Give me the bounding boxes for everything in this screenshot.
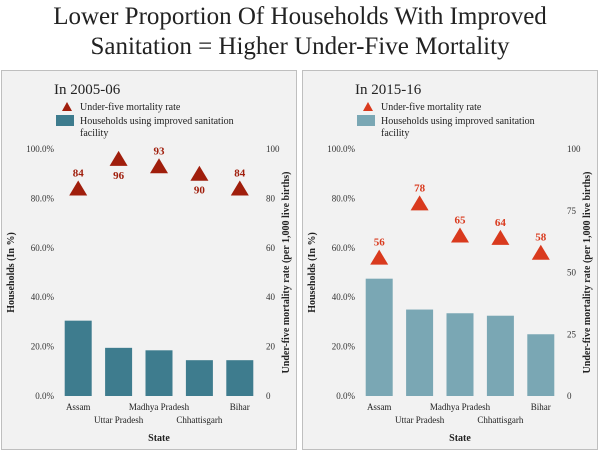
data-label-mortality: 65 — [455, 214, 467, 226]
bar-households — [446, 313, 474, 396]
y-left-tick-label: 40.0% — [332, 292, 356, 302]
legend-label-line-2: facility — [80, 128, 108, 139]
y-right-tick-label: 0 — [567, 391, 572, 401]
legend-label-mortality: Under-five mortality rate — [381, 102, 482, 113]
panel-2015-16: In 2015-16 Under-five mortality rate House… — [302, 70, 598, 450]
y-right-tick-label: 20 — [266, 342, 276, 352]
bar-households — [185, 360, 213, 396]
x-category-label: Uttar Pradesh — [94, 415, 144, 425]
y-left-tick-label: 0.0% — [35, 391, 54, 401]
legend-label-line-2: facility — [381, 128, 409, 139]
y-left-tick-label: 20.0% — [332, 342, 356, 352]
marker-mortality — [451, 227, 469, 243]
y-left-tick-label: 60.0% — [31, 243, 55, 253]
y-left-tick-label: 20.0% — [31, 342, 55, 352]
y-left-tick-label: 100.0% — [26, 144, 54, 154]
marker-mortality — [69, 180, 88, 196]
chart-title-line-1: Lower Proportion Of Households With Impr… — [53, 3, 547, 30]
x-category-label: Assam — [66, 402, 91, 412]
x-category-label: Chhattisgarh — [176, 415, 222, 425]
data-label-mortality: 84 — [234, 168, 246, 180]
legend-label-line-1: Households using improved sanitation — [80, 116, 234, 127]
marker-mortality — [491, 229, 510, 245]
y-right-tick-label: 80 — [266, 193, 276, 203]
bar-households — [365, 278, 393, 396]
marker-mortality — [109, 150, 128, 166]
x-axis-label: State — [148, 433, 170, 444]
marker-mortality — [531, 244, 550, 260]
bar-households — [406, 309, 434, 396]
y-right-tick-label: 40 — [266, 292, 276, 302]
data-label-mortality: 93 — [154, 145, 166, 157]
marker-mortality — [410, 195, 429, 211]
bar-households — [527, 334, 555, 396]
panel-2005-06: In 2005-06 Under-five mortality rate House… — [1, 70, 297, 450]
chart-2015-16: In 2015-16 Under-five mortality rate House… — [307, 82, 593, 444]
panel-title: In 2015-16 — [355, 82, 422, 98]
marker-mortality — [370, 249, 389, 265]
chart-title: Lower Proportion Of Households With Impr… — [0, 2, 600, 62]
marker-mortality — [150, 158, 168, 174]
x-category-label: Bihar — [230, 402, 250, 412]
legend-marker-triangle — [363, 102, 373, 111]
y-left-tick-label: 100.0% — [327, 144, 355, 154]
y-left-tick-label: 40.0% — [31, 292, 55, 302]
x-category-label: Assam — [367, 402, 392, 412]
x-category-label: Madhya Pradesh — [430, 402, 491, 412]
y-left-tick-label: 0.0% — [336, 391, 355, 401]
panel-title: In 2005-06 — [54, 82, 121, 98]
marker-mortality — [230, 180, 249, 196]
legend-swatch-households — [56, 115, 74, 126]
y-right-tick-label: 0 — [266, 391, 271, 401]
y-right-tick-label: 75 — [567, 206, 577, 216]
bar-households — [486, 315, 514, 396]
x-category-label: Uttar Pradesh — [395, 415, 445, 425]
bar-households — [64, 320, 92, 396]
bar-households — [226, 360, 254, 396]
y-right-tick-label: 100 — [266, 144, 280, 154]
y-left-tick-label: 80.0% — [31, 193, 55, 203]
legend-swatch-households — [357, 115, 375, 126]
x-category-label: Madhya Pradesh — [129, 402, 190, 412]
y-right-tick-label: 100 — [567, 144, 581, 154]
legend-label-mortality: Under-five mortality rate — [80, 102, 181, 113]
bar-households — [145, 350, 173, 396]
data-label-mortality: 58 — [535, 232, 547, 244]
y-left-tick-label: 80.0% — [332, 193, 356, 203]
data-label-mortality: 56 — [374, 237, 386, 249]
marker-mortality — [190, 165, 209, 181]
x-axis-label: State — [449, 433, 471, 444]
y-right-tick-label: 50 — [567, 268, 577, 278]
chart-2005-06: In 2005-06 Under-five mortality rate House… — [6, 82, 292, 444]
data-label-mortality: 96 — [113, 170, 125, 182]
y-left-axis-label: Households (In %) — [6, 232, 17, 313]
chart-title-line-2: Sanitation = Higher Under-Five Mortality — [90, 33, 510, 60]
y-right-tick-label: 60 — [266, 243, 276, 253]
data-label-mortality: 84 — [73, 168, 85, 180]
data-label-mortality: 78 — [414, 182, 426, 194]
x-category-label: Chhattisgarh — [477, 415, 523, 425]
legend-label-line-1: Households using improved sanitation — [381, 116, 535, 127]
data-label-mortality: 64 — [495, 217, 507, 229]
y-left-tick-label: 60.0% — [332, 243, 356, 253]
bar-households — [105, 347, 133, 396]
y-right-tick-label: 25 — [567, 329, 577, 339]
y-left-axis-label: Households (In %) — [307, 232, 318, 313]
x-category-label: Bihar — [531, 402, 551, 412]
y-right-axis-label: Under-five mortality rate (per 1,000 liv… — [281, 172, 292, 374]
data-label-mortality: 90 — [194, 185, 206, 197]
legend-marker-triangle — [62, 102, 72, 111]
legend-label-households: Households using improved sanitation faci… — [381, 116, 535, 139]
legend-label-households: Households using improved sanitation faci… — [80, 116, 234, 139]
y-right-axis-label: Under-five mortality rate (per 1,000 liv… — [582, 172, 593, 374]
